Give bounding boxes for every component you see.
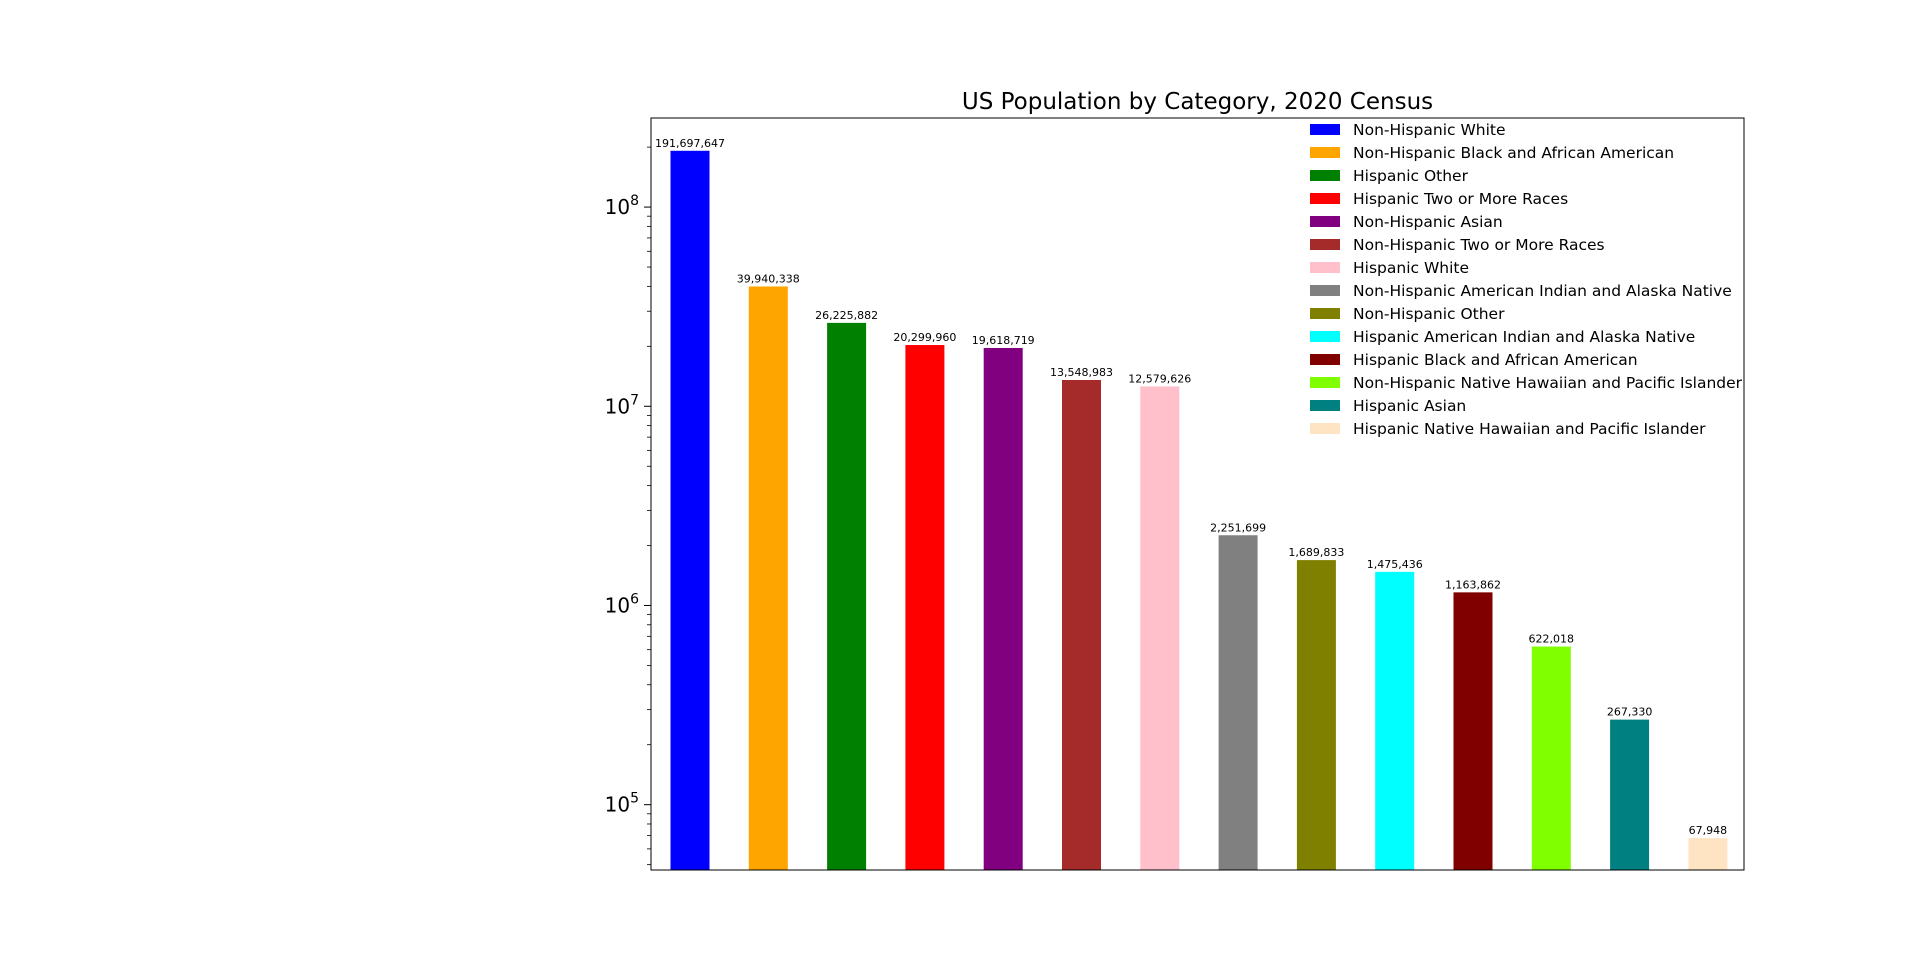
legend-item: Hispanic Other	[1310, 167, 1469, 185]
bar-value-label: 1,689,833	[1288, 546, 1344, 559]
legend-label: Non-Hispanic American Indian and Alaska …	[1353, 282, 1732, 300]
legend-swatch	[1310, 147, 1340, 158]
y-tick-label: 105	[605, 791, 639, 817]
bar-9	[1296, 560, 1336, 870]
legend-item: Non-Hispanic American Indian and Alaska …	[1310, 282, 1732, 300]
legend-swatch	[1310, 354, 1340, 365]
legend-swatch	[1310, 193, 1340, 204]
bar-12	[1531, 646, 1571, 870]
legend-swatch	[1310, 124, 1340, 135]
bar-5	[983, 347, 1023, 871]
bar-value-label: 20,299,960	[893, 331, 956, 344]
bar-value-label: 26,225,882	[815, 309, 878, 322]
bars-layer	[670, 150, 1728, 871]
legend-item: Hispanic White	[1310, 259, 1469, 277]
legend-swatch	[1310, 285, 1340, 296]
bar-7	[1140, 386, 1180, 870]
legend: Non-Hispanic White Non-Hispanic Black and…	[1310, 121, 1743, 438]
bar-value-label: 1,475,436	[1367, 558, 1423, 571]
legend-swatch	[1310, 262, 1340, 273]
bar-value-label: 191,697,647	[655, 137, 725, 150]
legend-swatch	[1310, 170, 1340, 181]
legend-label: Non-Hispanic Other	[1353, 305, 1505, 323]
chart-title: US Population by Category, 2020 Census	[962, 89, 1433, 115]
legend-label: Non-Hispanic Black and African American	[1353, 144, 1674, 162]
legend-item: Hispanic Two or More Races	[1310, 190, 1568, 208]
y-axis: 105 106 107 108	[605, 146, 651, 866]
bar-value-label: 267,330	[1607, 706, 1653, 719]
bar-6	[1062, 380, 1101, 870]
legend-label: Hispanic Asian	[1353, 397, 1466, 415]
legend-item: Hispanic Black and African American	[1310, 351, 1638, 369]
legend-label: Hispanic Other	[1353, 167, 1469, 185]
legend-label: Non-Hispanic Two or More Races	[1353, 236, 1605, 254]
legend-label: Hispanic Black and African American	[1353, 351, 1638, 369]
bar-value-label: 2,251,699	[1210, 521, 1266, 534]
legend-item: Non-Hispanic Native Hawaiian and Pacific…	[1310, 374, 1743, 392]
bar-14	[1688, 838, 1728, 870]
legend-label: Non-Hispanic Native Hawaiian and Pacific…	[1353, 374, 1743, 392]
bar-value-label: 13,548,983	[1050, 366, 1113, 379]
bar-labels-layer: 191,697,647 39,940,338 26,225,882 20,299,96…	[655, 137, 1727, 837]
legend-label: Hispanic American Indian and Alaska Nati…	[1353, 328, 1695, 346]
bar-value-label: 622,018	[1529, 633, 1575, 646]
y-tick-label: 106	[605, 591, 639, 617]
legend-swatch	[1310, 400, 1340, 411]
bar-value-label: 39,940,338	[737, 272, 800, 285]
bar-11	[1453, 592, 1493, 870]
bar-value-label: 19,618,719	[972, 334, 1035, 347]
legend-item: Non-Hispanic White	[1310, 121, 1506, 139]
legend-item: Hispanic Native Hawaiian and Pacific Isl…	[1310, 420, 1706, 438]
legend-item: Hispanic American Indian and Alaska Nati…	[1310, 328, 1695, 346]
legend-swatch	[1310, 331, 1340, 342]
bar-2	[748, 286, 788, 870]
legend-label: Hispanic Native Hawaiian and Pacific Isl…	[1353, 420, 1706, 438]
legend-swatch	[1310, 423, 1340, 434]
legend-item: Non-Hispanic Two or More Races	[1310, 236, 1605, 254]
legend-swatch	[1310, 239, 1340, 250]
bar-8	[1218, 535, 1258, 870]
legend-label: Hispanic White	[1353, 259, 1469, 277]
legend-item: Hispanic Asian	[1310, 397, 1466, 415]
y-tick-label: 108	[605, 193, 639, 219]
bar-10	[1375, 571, 1415, 870]
legend-swatch	[1310, 377, 1340, 388]
legend-item: Non-Hispanic Black and African American	[1310, 144, 1674, 162]
legend-label: Non-Hispanic White	[1353, 121, 1506, 139]
legend-swatch	[1310, 216, 1340, 227]
plot-frame	[650, 117, 1745, 871]
bar-value-label: 12,579,626	[1128, 372, 1191, 385]
y-tick-label: 107	[605, 392, 639, 418]
legend-swatch	[1310, 308, 1340, 319]
bar-4	[905, 345, 945, 870]
legend-label: Non-Hispanic Asian	[1353, 213, 1503, 231]
bar-13	[1610, 719, 1650, 870]
bar-1	[670, 150, 710, 870]
legend-item: Non-Hispanic Other	[1310, 305, 1505, 323]
bar-3	[827, 322, 867, 871]
bar-value-label: 1,163,862	[1445, 578, 1501, 591]
bar-value-label: 67,948	[1689, 824, 1728, 837]
legend-label: Hispanic Two or More Races	[1353, 190, 1568, 208]
legend-item: Non-Hispanic Asian	[1310, 213, 1503, 231]
